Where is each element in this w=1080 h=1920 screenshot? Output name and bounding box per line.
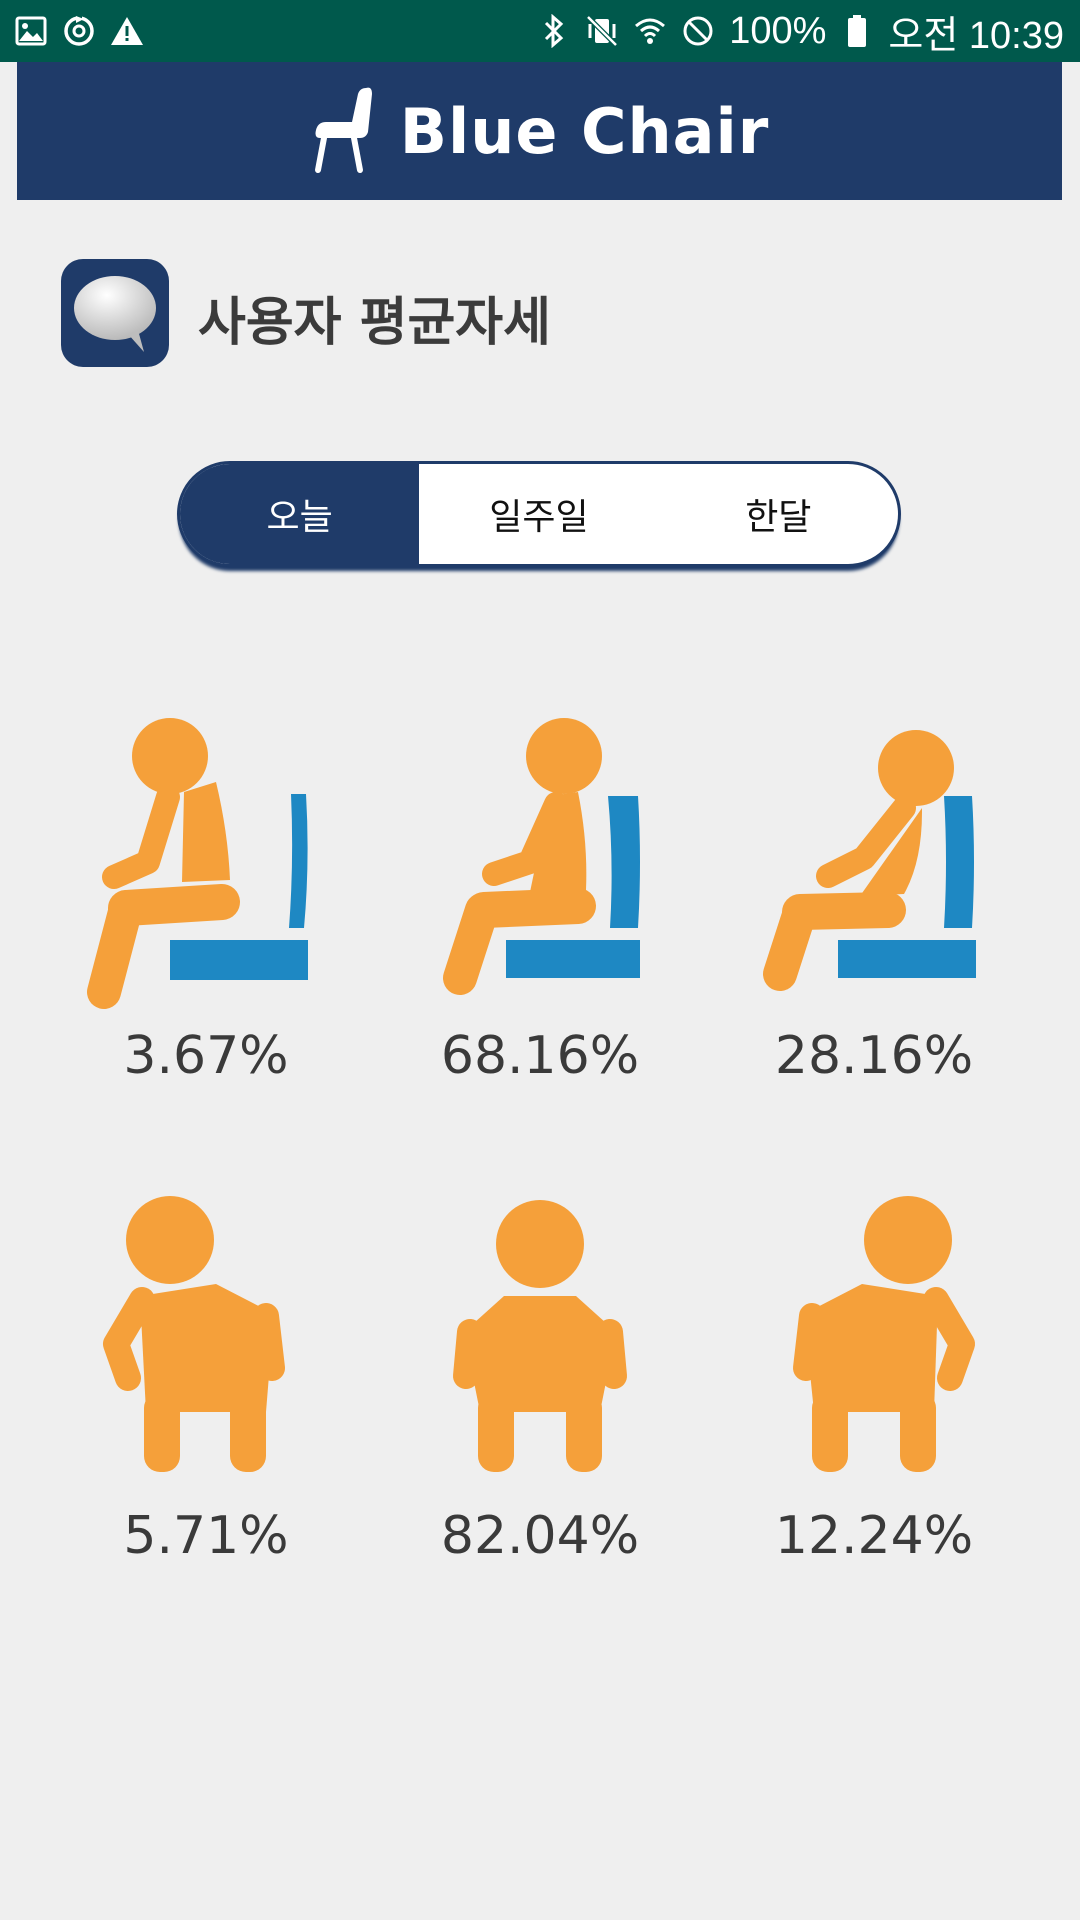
sitting-lean-left-icon: [103, 1196, 285, 1472]
warning-icon: [110, 14, 144, 48]
percent-lean-right: 12.24%: [774, 1506, 974, 1566]
do-not-disturb-icon: [681, 14, 715, 48]
posture-card-center: 82.04%: [420, 1192, 660, 1592]
sitting-lean-right-icon: [793, 1196, 975, 1472]
percent-upright: 68.16%: [440, 1026, 640, 1086]
section-title: 사용자 평균자세: [198, 293, 551, 353]
percent-lean-forward: 3.67%: [123, 1026, 289, 1086]
sitting-center-icon: [453, 1200, 627, 1472]
battery-icon: [840, 14, 874, 48]
app-header: Blue Chair: [17, 62, 1062, 200]
posture-card-lean-right: 12.24%: [754, 1192, 994, 1592]
speech-bubble-icon: [61, 259, 169, 367]
sitting-recline-icon: [763, 730, 976, 991]
percent-lean-left: 5.71%: [123, 1506, 289, 1566]
posture-card-recline: 28.16%: [754, 712, 994, 1112]
chair-icon: [310, 84, 380, 178]
status-left-icons: [14, 14, 144, 48]
clock: 오전 10:39: [888, 14, 1064, 57]
app-title: Blue Chair: [399, 94, 770, 168]
sitting-lean-forward-icon: [87, 718, 308, 1009]
battery-percent: 100%: [729, 9, 827, 52]
tab-month[interactable]: 한달: [745, 497, 812, 538]
bluetooth-icon: [537, 14, 571, 48]
period-tabs: 오늘 일주일 한달: [177, 461, 901, 567]
wifi-icon: [633, 14, 667, 48]
posture-card-lean-left: 5.71%: [86, 1192, 326, 1592]
tab-today[interactable]: 오늘: [180, 464, 420, 564]
vibrate-mute-icon: [585, 14, 619, 48]
sync-icon: [62, 14, 96, 48]
posture-card-lean-forward: 3.67%: [86, 712, 326, 1112]
status-right-icons: 100% 오전 10:39: [537, 4, 1064, 59]
sitting-upright-icon: [443, 718, 640, 995]
status-bar: 100% 오전 10:39: [0, 0, 1080, 62]
posture-card-upright: 68.16%: [420, 712, 660, 1112]
gallery-icon: [14, 14, 48, 48]
percent-recline: 28.16%: [774, 1026, 974, 1086]
percent-center: 82.04%: [440, 1506, 640, 1566]
tab-week[interactable]: 일주일: [489, 497, 589, 538]
